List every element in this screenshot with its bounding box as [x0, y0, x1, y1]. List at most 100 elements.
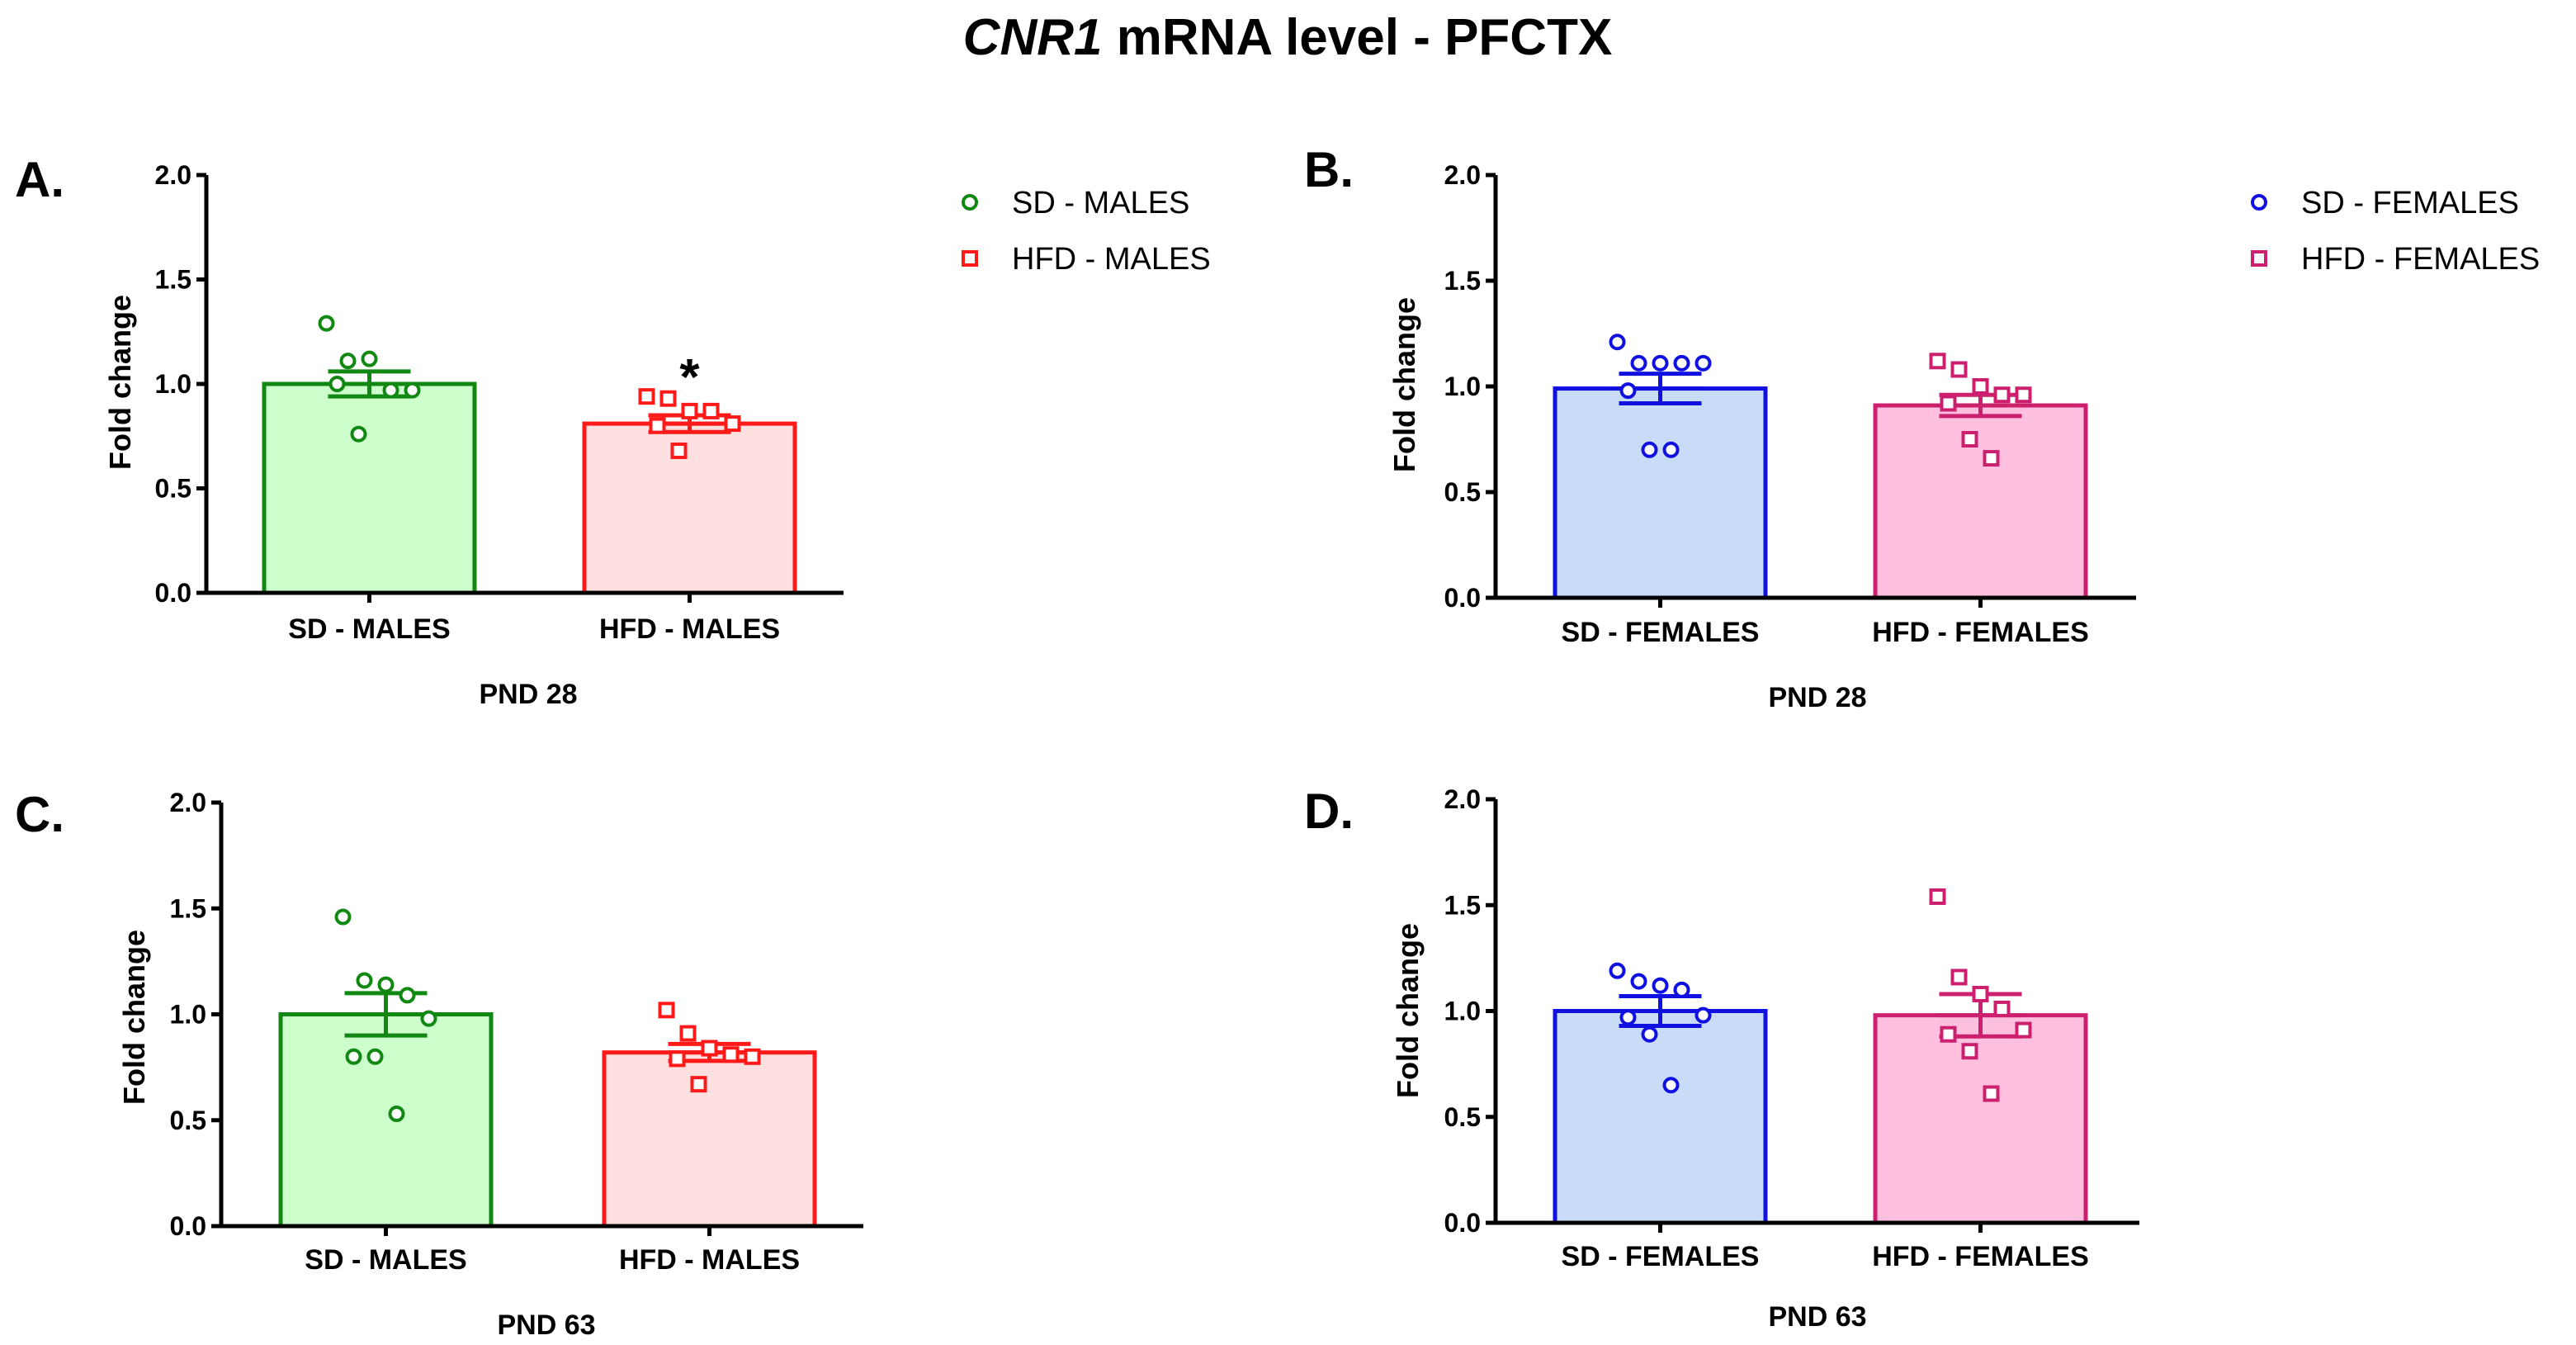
panel-c-ytick-label: 1.0 [170, 1000, 206, 1030]
panel-b-point [1950, 361, 1968, 378]
legend-marker [2251, 250, 2267, 267]
panel-d-ytick-label: 0.5 [1444, 1102, 1481, 1132]
panel-a-ylabel: Fold change [103, 295, 137, 470]
panel-a-letter: A. [15, 152, 64, 207]
panel-d-point [1972, 985, 1989, 1002]
panel-c-point [420, 1010, 437, 1027]
figure-title: CNR1 mRNA level - PFCTX [963, 9, 1613, 66]
panel-b-point [1652, 354, 1669, 372]
panel-b-category-label: HFD - FEMALES [1872, 617, 2089, 648]
panel-d-ytick-label: 2.0 [1444, 784, 1481, 814]
panel-c-point [388, 1106, 405, 1123]
legend-females: SD - FEMALES HFD - FEMALES [2251, 186, 2540, 277]
panel-b-point [2015, 386, 2032, 404]
panel-b-point [1961, 431, 1978, 448]
panel-c-category-label: SD - MALES [305, 1244, 466, 1276]
panel-c-ytick-label: 1.5 [170, 893, 206, 923]
panel-d-letter: D. [1304, 784, 1354, 839]
panel-c-axes [211, 800, 863, 1236]
panel-d: D. Fold change PND 63 SD - FEMALES HFD - … [1304, 784, 2139, 1333]
panel-a-point [350, 425, 367, 443]
panel-c-bar-2 [602, 1050, 817, 1229]
panel-d-point [1609, 962, 1626, 979]
panel-d-bar-2 [1873, 1013, 2088, 1225]
panel-b-xlabel: PND 28 [1768, 682, 1866, 713]
panel-b-point [1929, 353, 1946, 370]
panel-a-ytick-label: 2.0 [155, 160, 191, 190]
legend-label: HFD - FEMALES [2301, 242, 2540, 277]
panel-d-point [1929, 888, 1946, 905]
panel-d-point [1950, 968, 1968, 986]
panel-a-point [382, 381, 399, 399]
panel-b-category-label: SD - FEMALES [1562, 617, 1760, 648]
title-gene: CNR1 [963, 9, 1103, 66]
panel-a-point [724, 415, 741, 433]
title-rest: mRNA level - PFCTX [1102, 9, 1612, 66]
panel-a-point [681, 402, 698, 419]
panel-c-plot: SD - MALES HFD - MALES 0.0 0.5 1.0 1.5 2.0 [170, 788, 863, 1276]
panel-c-point [366, 1048, 384, 1065]
panel-d-bar-1 [1553, 1009, 1768, 1225]
panel-c-point [690, 1076, 707, 1093]
panel-a-point [404, 381, 421, 399]
panel-d-ytick-label: 1.5 [1444, 890, 1481, 920]
panel-c-ytick-label: 0.5 [170, 1106, 206, 1135]
panel-c-ytick-label: 2.0 [170, 788, 206, 817]
panel-a-point [659, 390, 677, 407]
legend-label: HFD - MALES [1012, 242, 1211, 277]
panel-d-point [1940, 1025, 1957, 1043]
panel-a-point [638, 388, 655, 405]
panel-a-significance-marker: * [679, 349, 700, 406]
panel-d-plot: SD - FEMALES HFD - FEMALES 0.0 0.5 1.0 1.5 2.0 [1444, 784, 2139, 1272]
panel-d-point [1662, 1077, 1680, 1094]
panel-b-point [1619, 382, 1637, 400]
panel-c-point [744, 1048, 761, 1065]
panel-c-point [701, 1040, 718, 1057]
panel-c-point [679, 1025, 697, 1042]
panel-a-ytick-label: 0.0 [155, 578, 191, 608]
panel-b-ytick-label: 0.5 [1444, 477, 1481, 507]
legend-label: SD - MALES [1012, 186, 1189, 220]
panel-a-bar-1 [262, 381, 477, 595]
panel-a-category-label: HFD - MALES [599, 613, 780, 645]
panel-b-point [1694, 354, 1712, 372]
panel-d-category-label: HFD - FEMALES [1872, 1241, 2089, 1272]
panel-c-point [658, 1002, 675, 1019]
panel-b-point [1673, 354, 1690, 372]
legend-males: SD - MALES HFD - MALES [962, 186, 1211, 277]
panel-b-point [1662, 441, 1680, 458]
panel-d-point [2015, 1021, 2032, 1039]
panel-a-plot: SD - MALES HFD - MALES * 0.0 0.5 1.0 1.5 2.0 [155, 160, 844, 645]
panel-c-xlabel: PND 63 [497, 1309, 595, 1341]
panel-b-point [1641, 441, 1658, 458]
panel-d-point [1993, 1000, 2011, 1017]
panel-d-xlabel: PND 63 [1768, 1301, 1866, 1333]
panel-b-bar-2 [1873, 403, 2088, 600]
panel-a-point [318, 315, 335, 332]
panel-b-ytick-label: 1.5 [1444, 266, 1481, 296]
panel-c-bar-1 [278, 1012, 494, 1229]
panel-a-point [702, 402, 720, 419]
legend-marker [962, 194, 978, 211]
panel-b-letter: B. [1304, 142, 1354, 197]
panel-b-point [1983, 450, 2000, 467]
panel-d-axes [1486, 797, 2139, 1233]
panel-a-bar-2 [582, 421, 797, 595]
panel-d-ytick-label: 0.0 [1444, 1208, 1481, 1238]
panel-b-ytick-label: 1.0 [1444, 372, 1481, 401]
panel-b: B. Fold change PND 28 SD - FEMALES HFD - … [1304, 142, 2136, 713]
panel-c-point [399, 987, 416, 1004]
panel-c-letter: C. [15, 787, 64, 842]
panel-b-bar-1 [1553, 386, 1768, 600]
panel-a-ytick-label: 0.5 [155, 474, 191, 504]
panel-b-point [1972, 378, 1989, 395]
panel-d-ytick-label: 1.0 [1444, 997, 1481, 1026]
panel-a-point [361, 350, 378, 367]
panel-b-point [1609, 334, 1626, 351]
panel-b-ylabel: Fold change [1387, 297, 1421, 472]
panel-d-ylabel: Fold change [1391, 923, 1425, 1098]
panel-a-point [670, 442, 688, 459]
panel-b-point [1993, 386, 2011, 404]
panel-d-point [1694, 1006, 1712, 1024]
